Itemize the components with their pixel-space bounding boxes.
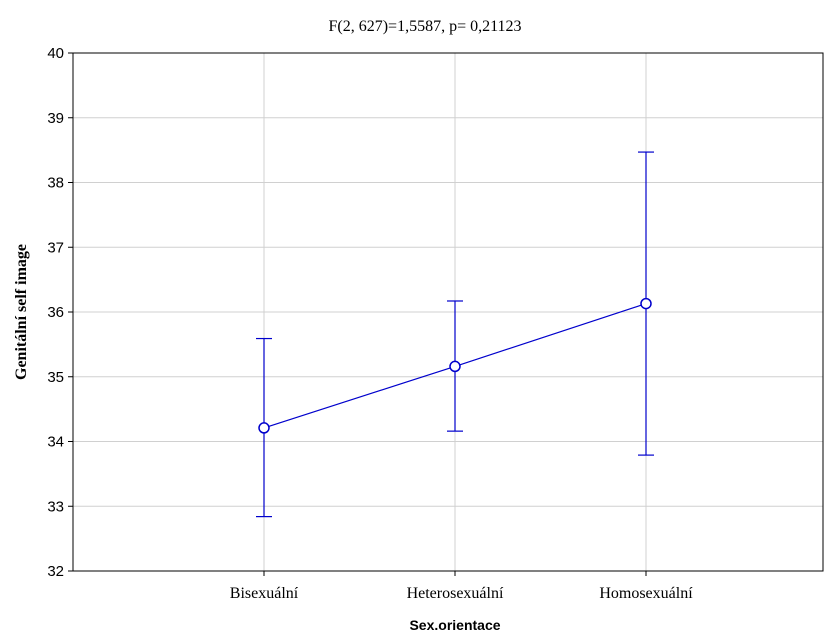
series <box>256 151 654 518</box>
y-tick-label: 33 <box>47 498 64 515</box>
x-axis-label: Sex.orientace <box>409 617 500 632</box>
chart-title: F(2, 627)=1,5587, p= 0,21123 <box>328 18 521 35</box>
data-point <box>258 422 270 434</box>
y-tick-label: 32 <box>47 563 64 580</box>
y-tick-label: 38 <box>47 175 64 192</box>
y-tick-label: 34 <box>47 434 64 451</box>
y-tick-label: 36 <box>47 304 64 321</box>
y-tick-label: 39 <box>47 110 64 127</box>
data-point <box>449 360 461 373</box>
y-tick-label: 40 <box>47 45 64 62</box>
x-tick-label: Homosexuální <box>599 585 693 602</box>
x-axis: Bisexuální Heterosexuální Homosexuální <box>230 571 693 602</box>
x-tick-label: Bisexuální <box>230 585 299 602</box>
y-tick-label: 35 <box>47 369 64 386</box>
data-point <box>640 297 652 310</box>
y-tick-label: 37 <box>47 239 64 256</box>
y-axis-label: Genitální self image <box>13 244 30 380</box>
y-axis: 32 33 34 35 36 37 38 39 40 <box>47 45 73 580</box>
x-tick-label: Heterosexuální <box>407 585 504 602</box>
grid <box>73 52 823 572</box>
